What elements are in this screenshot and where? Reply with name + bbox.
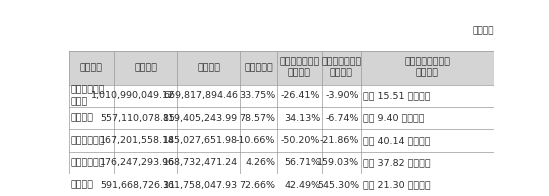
Text: 投资銀行业务: 投资銀行业务	[70, 136, 105, 145]
Text: 增加 9.40 个百分点: 增加 9.40 个百分点	[363, 114, 424, 123]
Text: 545.30%: 545.30%	[317, 181, 359, 190]
Text: 78.57%: 78.57%	[239, 114, 276, 123]
Text: 159.03%: 159.03%	[317, 158, 359, 167]
Bar	[69, 107, 494, 129]
Text: 33.75%: 33.75%	[239, 91, 276, 100]
Text: -21.86%: -21.86%	[320, 136, 359, 145]
Text: 557,110,078.85: 557,110,078.85	[100, 114, 176, 123]
Text: 56.71%: 56.71%	[284, 158, 320, 167]
Text: 168,732,471.24: 168,732,471.24	[163, 158, 238, 167]
Text: 投资业务: 投资业务	[70, 181, 93, 190]
Text: -50.20%: -50.20%	[281, 136, 320, 145]
Text: 资产管理业务: 资产管理业务	[70, 158, 105, 167]
Text: 167,201,558.14: 167,201,558.14	[100, 136, 176, 145]
Text: -6.74%: -6.74%	[326, 114, 359, 123]
Text: 营业收入比上年
同期增减: 营业收入比上年 同期增减	[279, 58, 320, 78]
Bar	[69, 129, 494, 152]
Text: 119,405,243.99: 119,405,243.99	[163, 114, 238, 123]
Text: 业务类别: 业务类别	[80, 63, 103, 72]
Text: 单位：元: 单位：元	[473, 26, 494, 35]
Text: 减少 21.30 个百分点: 减少 21.30 个百分点	[363, 181, 430, 190]
Bar	[69, 152, 494, 174]
Text: 1,010,990,049.12: 1,010,990,049.12	[92, 91, 176, 100]
Text: -26.41%: -26.41%	[281, 91, 320, 100]
Text: 161,758,047.93: 161,758,047.93	[163, 181, 238, 190]
Text: 信用业务: 信用业务	[70, 114, 93, 123]
Bar	[69, 85, 494, 107]
Text: 减少 37.82 个百分点: 减少 37.82 个百分点	[363, 158, 430, 167]
Text: 营业利润率: 营业利润率	[244, 63, 273, 72]
Text: 减少 15.51 个百分点: 减少 15.51 个百分点	[363, 91, 430, 100]
Text: 营业利润率比上年
同期增减: 营业利润率比上年 同期增减	[405, 58, 451, 78]
Text: 591,668,726.31: 591,668,726.31	[100, 181, 176, 190]
Text: 669,817,894.46: 669,817,894.46	[164, 91, 238, 100]
Text: 4.26%: 4.26%	[245, 158, 276, 167]
Text: -10.66%: -10.66%	[236, 136, 276, 145]
Text: 营业支出: 营业支出	[197, 63, 220, 72]
Text: 减少 40.14 个百分点: 减少 40.14 个百分点	[363, 136, 430, 145]
Text: 176,247,293.96: 176,247,293.96	[100, 158, 176, 167]
Text: 72.66%: 72.66%	[239, 181, 276, 190]
Text: 42.49%: 42.49%	[284, 181, 320, 190]
Text: 经纪及财富管
理业务: 经纪及财富管 理业务	[70, 86, 105, 106]
Text: 185,027,651.98: 185,027,651.98	[164, 136, 238, 145]
Text: -3.90%: -3.90%	[326, 91, 359, 100]
Bar	[69, 174, 494, 196]
Text: 34.13%: 34.13%	[284, 114, 320, 123]
Bar	[69, 51, 494, 85]
Text: 营业收入: 营业收入	[134, 63, 157, 72]
Text: 营业支出比上年
同期增减: 营业支出比上年 同期增减	[321, 58, 361, 78]
